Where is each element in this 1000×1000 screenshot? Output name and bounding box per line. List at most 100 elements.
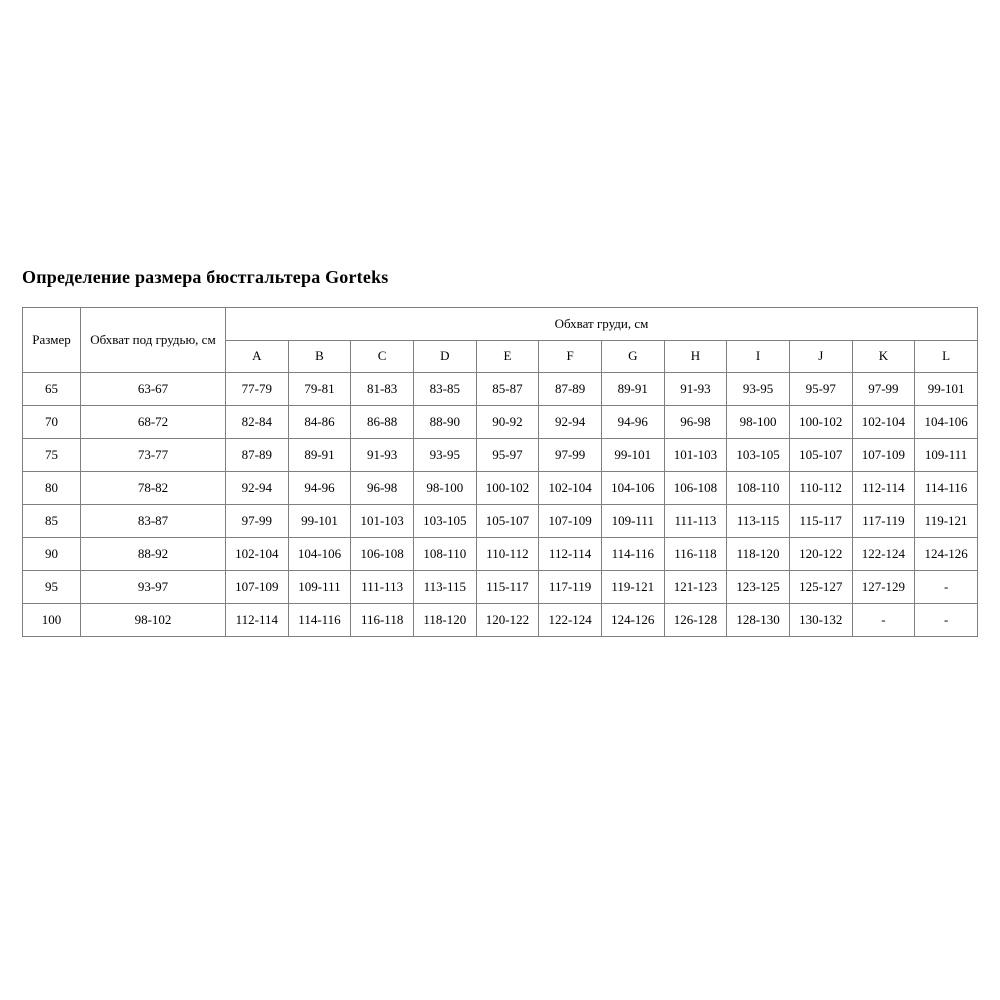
cup-range-cell: 118-120 <box>412 602 477 637</box>
size-cell: 65 <box>22 371 81 406</box>
cup-range-cell: 97-99 <box>851 371 916 406</box>
cup-column-header: D <box>412 339 477 373</box>
cup-range-cell: 102-104 <box>538 470 602 505</box>
cup-range-cell: 105-107 <box>475 503 540 538</box>
bra-size-table: Размер Обхват под грудью, см Обхват груд… <box>22 306 978 637</box>
size-cell: 70 <box>22 404 81 439</box>
table-row: 85 83-87 97-99 99-101 101-103 103-105 105-107 1… <box>22 503 978 538</box>
table-row: 80 78-82 92-94 94-96 96-98 98-100 100-102 102-1… <box>22 470 978 505</box>
cup-range-cell: 97-99 <box>538 437 602 472</box>
cup-range-cell: 114-116 <box>600 536 665 571</box>
table-row: 100 98-102 112-114 114-116 116-118 118-120 120… <box>22 602 978 637</box>
cup-range-cell: 112-114 <box>851 470 916 505</box>
cup-range-cell: 100-102 <box>475 470 540 505</box>
cup-range-cell: 112-114 <box>225 602 289 637</box>
cup-column-header: J <box>788 339 853 373</box>
cup-range-cell: 124-126 <box>914 536 978 571</box>
size-cell: 75 <box>22 437 81 472</box>
cup-range-cell: 101-103 <box>663 437 728 472</box>
cup-range-cell: 93-95 <box>726 371 790 406</box>
cup-range-cell: 122-124 <box>851 536 916 571</box>
size-cell: 90 <box>22 536 81 571</box>
cup-range-cell: 116-118 <box>663 536 728 571</box>
cup-range-cell: 110-112 <box>788 470 853 505</box>
cup-range-cell: 104-106 <box>287 536 352 571</box>
cup-range-cell: 99-101 <box>287 503 352 538</box>
cup-column-header: B <box>287 339 352 373</box>
cup-range-cell: 106-108 <box>350 536 414 571</box>
cup-range-cell: 95-97 <box>475 437 540 472</box>
cup-range-cell: 113-115 <box>726 503 790 538</box>
cup-range-cell: 120-122 <box>475 602 540 637</box>
cup-range-cell: - <box>851 602 916 637</box>
table-row: 70 68-72 82-84 84-86 86-88 88-90 90-92 92-94 94-… <box>22 404 978 439</box>
cup-range-cell: 123-125 <box>726 569 790 604</box>
cup-range-cell: 79-81 <box>287 371 352 406</box>
cup-range-cell: 77-79 <box>225 371 289 406</box>
underbust-cell: 93-97 <box>80 569 226 604</box>
cup-range-cell: 117-119 <box>538 569 602 604</box>
header-row-groups: Размер Обхват под грудью, см Обхват груд… <box>22 306 978 373</box>
cup-range-cell: 88-90 <box>412 404 477 439</box>
cup-range-cell: 94-96 <box>600 404 665 439</box>
cup-range-cell: 107-109 <box>851 437 916 472</box>
cup-range-cell: 89-91 <box>287 437 352 472</box>
cup-column-header: E <box>475 339 540 373</box>
cup-column-header: G <box>600 339 665 373</box>
cup-range-cell: 115-117 <box>788 503 853 538</box>
cup-range-cell: 91-93 <box>663 371 728 406</box>
cup-range-cell: 97-99 <box>225 503 289 538</box>
cup-range-cell: 94-96 <box>287 470 352 505</box>
cup-column-header: I <box>726 339 790 373</box>
cup-range-cell: 120-122 <box>788 536 853 571</box>
cup-range-cell: 96-98 <box>350 470 414 505</box>
cup-range-cell: 128-130 <box>726 602 790 637</box>
cup-range-cell: 113-115 <box>412 569 477 604</box>
cup-range-cell: 93-95 <box>412 437 477 472</box>
cup-range-cell: 130-132 <box>788 602 853 637</box>
underbust-cell: 83-87 <box>80 503 226 538</box>
size-table-body: 65 63-67 77-79 79-81 81-83 83-85 85-87 87-89 89-… <box>22 371 978 637</box>
cup-range-cell: 122-124 <box>538 602 602 637</box>
cup-range-cell: 99-101 <box>914 371 978 406</box>
cup-range-cell: 107-109 <box>225 569 289 604</box>
size-cell: 100 <box>22 602 81 637</box>
cup-range-cell: 114-116 <box>287 602 352 637</box>
cup-range-cell: 107-109 <box>538 503 602 538</box>
cup-range-cell: - <box>914 602 978 637</box>
cup-range-cell: 105-107 <box>788 437 853 472</box>
cup-range-cell: 110-112 <box>475 536 540 571</box>
size-cell: 85 <box>22 503 81 538</box>
cup-range-cell: 96-98 <box>663 404 728 439</box>
size-table-header: Размер Обхват под грудью, см Обхват груд… <box>22 306 978 373</box>
size-cell: 80 <box>22 470 81 505</box>
cup-range-cell: 111-113 <box>350 569 414 604</box>
header-row-cups: A B C D E F G H I J K L <box>23 339 978 373</box>
cup-range-cell: 103-105 <box>412 503 477 538</box>
cup-range-cell: 86-88 <box>350 404 414 439</box>
cup-range-cell: 117-119 <box>851 503 916 538</box>
underbust-cell: 63-67 <box>80 371 226 406</box>
cup-range-cell: 91-93 <box>350 437 414 472</box>
cup-range-cell: 103-105 <box>726 437 790 472</box>
cup-column-header: K <box>851 339 916 373</box>
table-row: 95 93-97 107-109 109-111 111-113 113-115 115-1… <box>22 569 978 604</box>
cup-range-cell: 102-104 <box>851 404 916 439</box>
table-row: 75 73-77 87-89 89-91 91-93 93-95 95-97 97-99 99-… <box>22 437 978 472</box>
underbust-cell: 78-82 <box>80 470 226 505</box>
cup-column-header: F <box>538 339 602 373</box>
column-header-size: Размер <box>22 306 81 373</box>
column-header-bust: Обхват груди, см <box>225 306 978 341</box>
cup-range-cell: 84-86 <box>287 404 352 439</box>
cup-range-cell: 126-128 <box>663 602 728 637</box>
cup-range-cell: 95-97 <box>788 371 853 406</box>
cup-range-cell: 101-103 <box>350 503 414 538</box>
cup-range-cell: 104-106 <box>914 404 978 439</box>
cup-range-cell: 125-127 <box>788 569 853 604</box>
cup-range-cell: 90-92 <box>475 404 540 439</box>
cup-range-cell: 87-89 <box>538 371 602 406</box>
cup-range-cell: 104-106 <box>600 470 665 505</box>
size-cell: 95 <box>22 569 81 604</box>
cup-range-cell: 92-94 <box>538 404 602 439</box>
